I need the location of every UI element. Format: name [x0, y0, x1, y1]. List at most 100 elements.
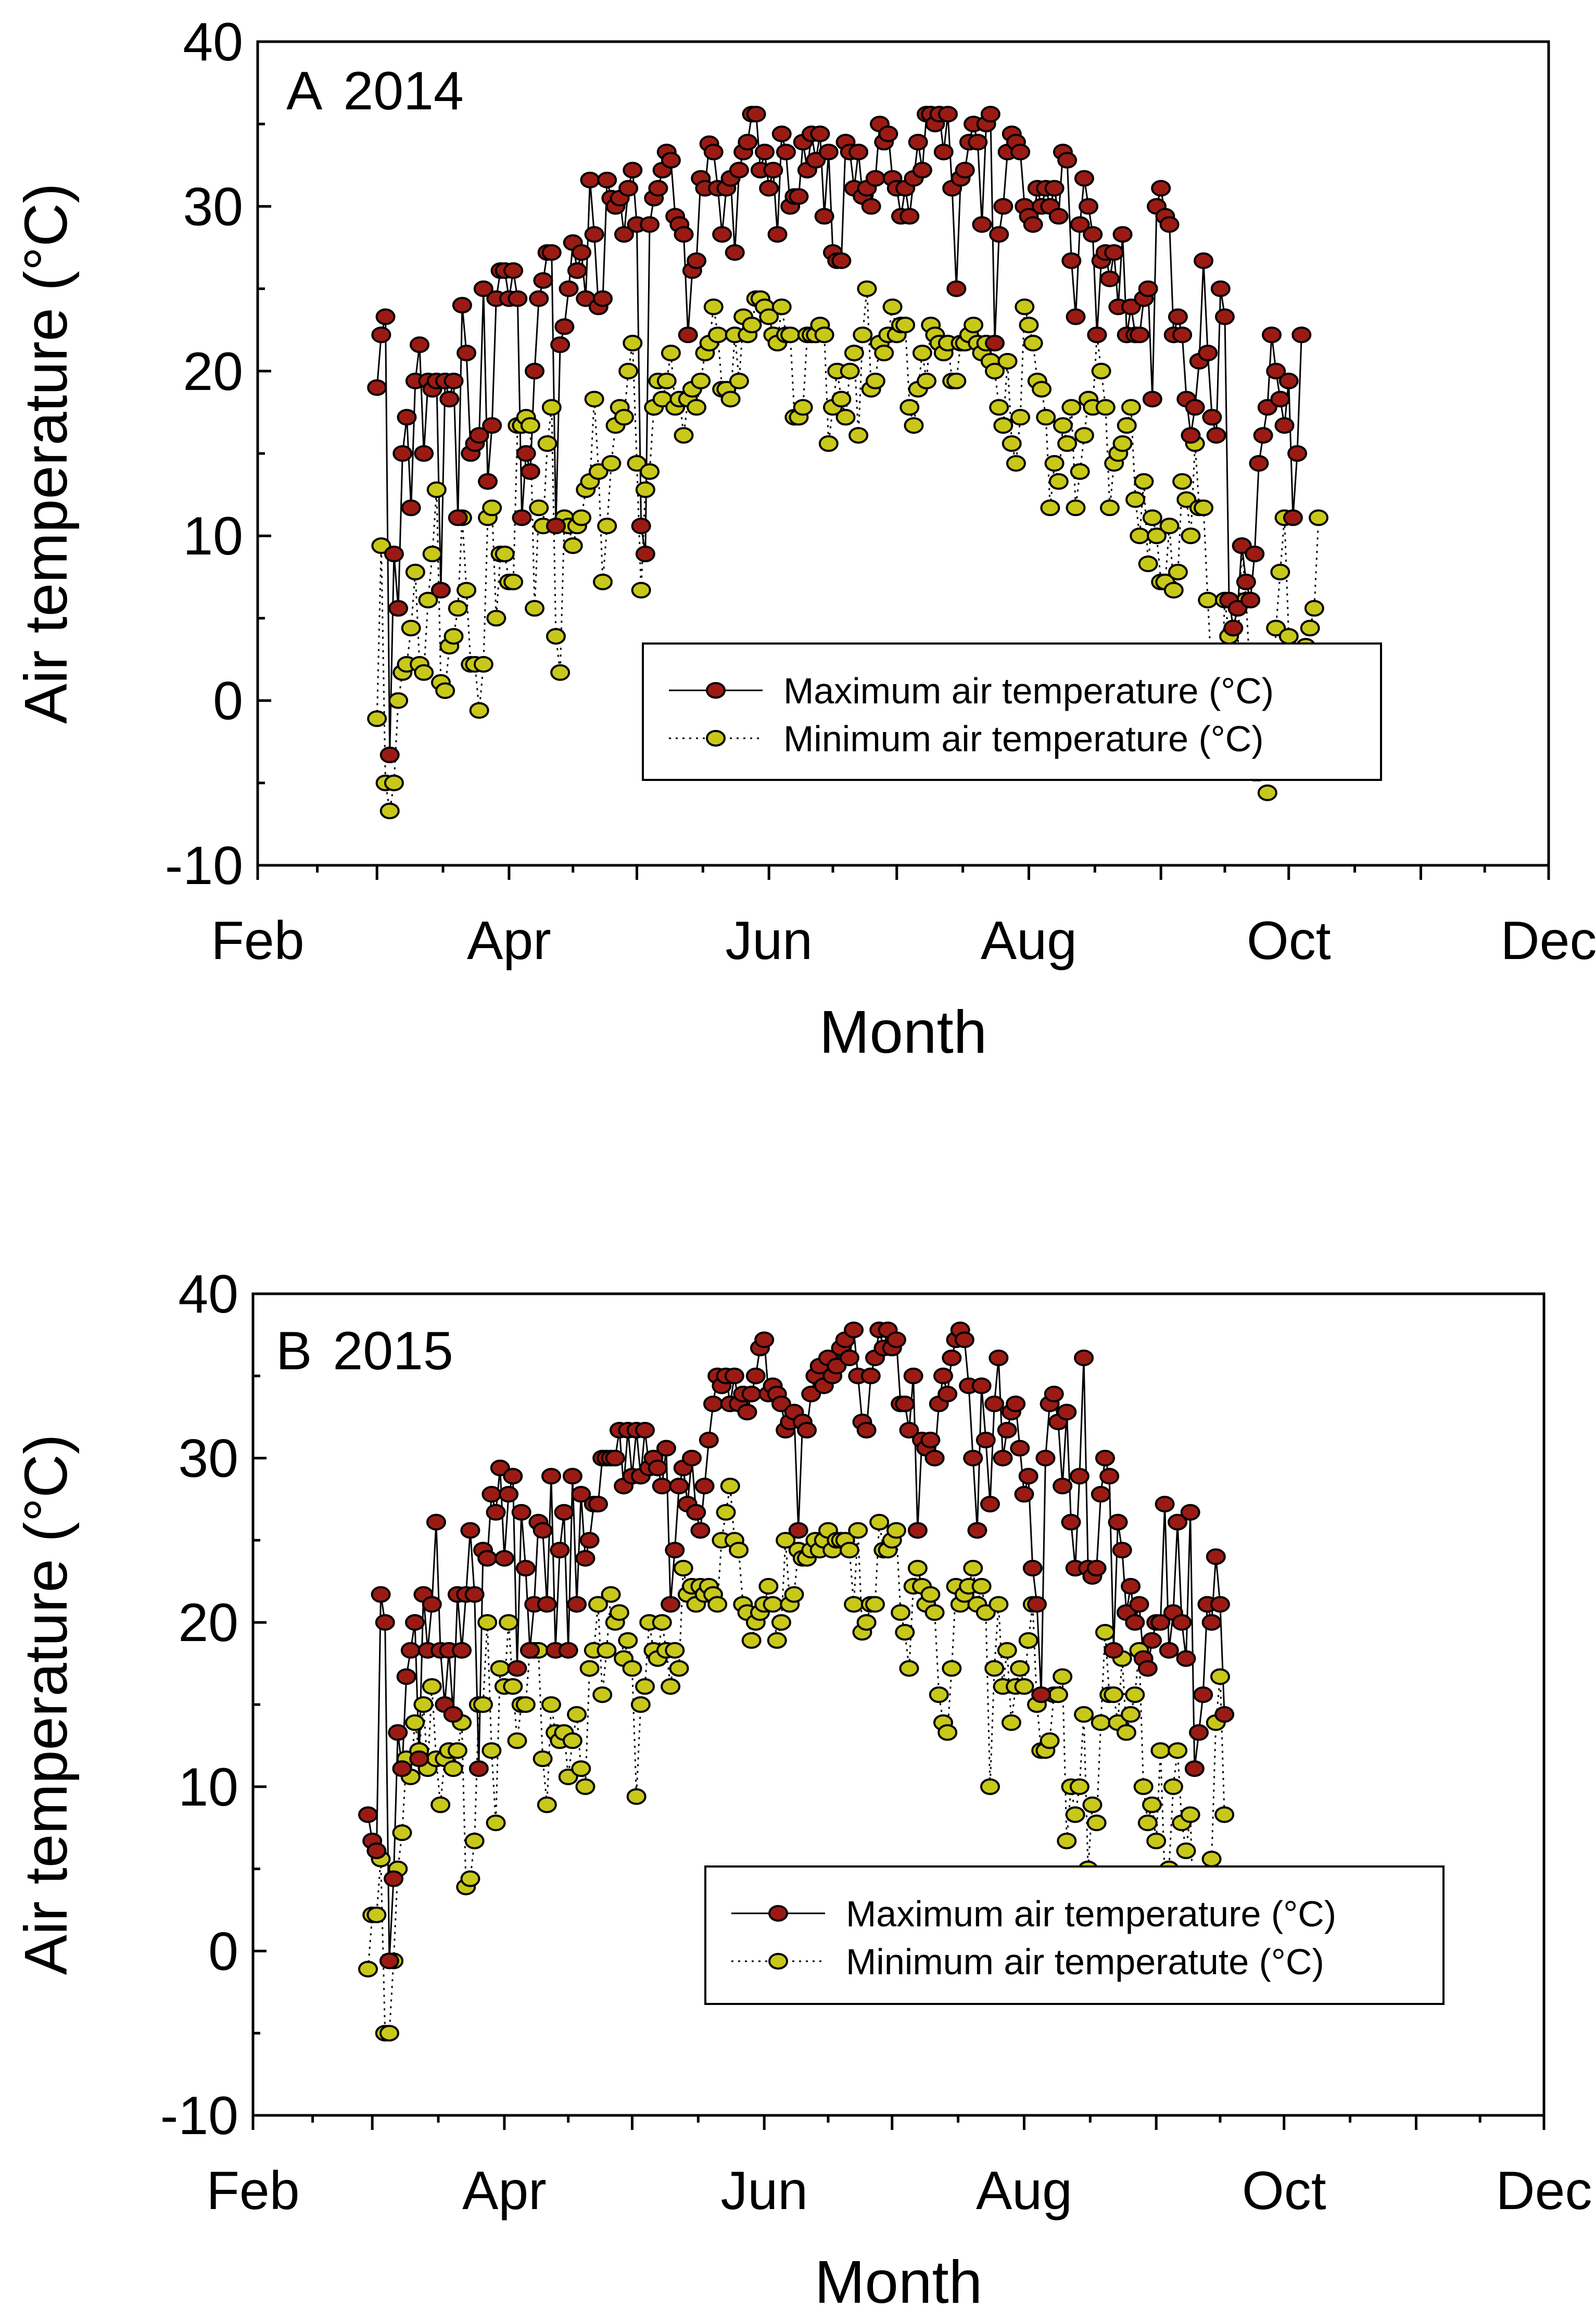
y-tick-label: 40: [183, 12, 243, 72]
max-data-point: [942, 1349, 962, 1367]
min-data-point: [1257, 784, 1277, 801]
legend-label-max: Maximum air temperature (°C): [783, 671, 1274, 711]
legend-marker-max: [768, 1905, 788, 1922]
max-data-point: [1184, 1760, 1205, 1777]
max-data-point: [396, 1668, 416, 1685]
max-data-point: [989, 1349, 1009, 1367]
max-data-point: [503, 1468, 523, 1485]
max-data-point: [1091, 1486, 1111, 1503]
max-data-point: [789, 188, 809, 205]
max-data-point: [729, 161, 749, 179]
min-data-point: [1134, 473, 1154, 490]
max-data-point: [512, 509, 532, 526]
max-data-point: [511, 1504, 531, 1521]
min-data-point: [1176, 1842, 1196, 1859]
max-data-point: [482, 417, 502, 434]
max-data-point: [422, 1596, 442, 1613]
x-tick-label-aug: Aug: [981, 911, 1077, 971]
min-data-point: [767, 1632, 787, 1649]
min-data-point: [776, 1532, 796, 1549]
min-data-point: [946, 372, 967, 389]
max-data-point: [477, 473, 498, 490]
x-axis-title: Month: [819, 998, 987, 1066]
max-data-point: [1151, 180, 1171, 197]
min-data-point: [707, 326, 728, 344]
min-data-point: [1040, 1732, 1060, 1749]
max-data-point: [371, 326, 391, 344]
max-data-point: [788, 1522, 808, 1539]
min-data-point: [631, 582, 651, 599]
max-data-point: [1010, 1440, 1030, 1457]
max-data-point: [861, 198, 881, 215]
max-data-point: [686, 1504, 706, 1521]
max-data-point: [1287, 445, 1308, 462]
max-data-point: [379, 1952, 399, 1970]
min-data-point: [503, 573, 524, 590]
min-data-point: [618, 362, 639, 380]
legend-marker-min: [706, 730, 726, 747]
min-data-point: [874, 344, 894, 361]
y-tick-label: 30: [183, 176, 243, 237]
min-data-point: [1121, 1706, 1141, 1723]
min-data-point: [457, 582, 477, 599]
min-data-point: [976, 1604, 996, 1621]
min-data-point: [546, 628, 566, 645]
min-data-point: [1040, 499, 1060, 516]
min-data-point: [640, 463, 660, 480]
max-data-point: [648, 1459, 668, 1477]
max-data-point: [1266, 362, 1286, 380]
max-data-point: [541, 1468, 561, 1485]
max-data-point: [592, 290, 613, 307]
max-data-point: [375, 1614, 395, 1631]
max-data-point: [745, 1367, 766, 1384]
min-data-point: [814, 326, 834, 344]
min-data-point: [520, 417, 540, 434]
min-data-point: [1163, 1778, 1183, 1795]
x-axis-title: Month: [815, 2248, 982, 2316]
max-data-point: [430, 582, 451, 599]
max-data-point: [550, 1542, 570, 1559]
min-data-point: [371, 537, 391, 554]
min-data-point: [1180, 1806, 1200, 1823]
min-data-point: [839, 1542, 859, 1559]
max-data-point: [648, 180, 668, 197]
min-data-point: [1201, 1850, 1222, 1868]
max-data-point: [1129, 1596, 1149, 1613]
max-data-point: [687, 252, 707, 269]
x-tick-label-apr: Apr: [467, 911, 551, 971]
max-data-point: [635, 546, 655, 563]
min-data-point: [473, 655, 493, 673]
min-data-point: [1266, 620, 1286, 637]
max-data-point: [1061, 1513, 1081, 1531]
max-data-point: [1023, 216, 1043, 233]
min-data-point: [1065, 1806, 1085, 1823]
min-data-point: [507, 1732, 527, 1749]
max-data-point: [1223, 620, 1244, 637]
x-tick-label-feb: Feb: [206, 2161, 299, 2221]
min-data-point: [1121, 399, 1141, 416]
min-data-point: [486, 610, 506, 627]
max-data-point: [741, 1385, 762, 1403]
max-data-point: [968, 134, 988, 151]
min-data-point: [865, 372, 885, 389]
max-data-point: [1240, 591, 1261, 609]
max-data-point: [1095, 1449, 1115, 1467]
max-data-point: [1070, 216, 1090, 233]
max-data-point: [397, 409, 417, 426]
min-data-point: [1130, 527, 1150, 545]
min-data-point: [1176, 491, 1197, 508]
min-data-point: [652, 1614, 672, 1631]
min-data-point: [899, 1660, 919, 1677]
max-data-point: [640, 216, 660, 233]
max-data-point: [955, 161, 975, 179]
min-data-point: [865, 1596, 885, 1613]
max-data-point: [490, 1459, 510, 1477]
y-tick-label: 10: [183, 506, 243, 566]
max-data-point: [1172, 326, 1193, 344]
max-data-point: [1112, 1542, 1132, 1559]
max-data-point: [567, 262, 587, 279]
max-data-point: [993, 1449, 1013, 1467]
max-data-point: [516, 445, 536, 462]
max-data-point: [763, 161, 783, 179]
max-data-point: [652, 1478, 672, 1495]
